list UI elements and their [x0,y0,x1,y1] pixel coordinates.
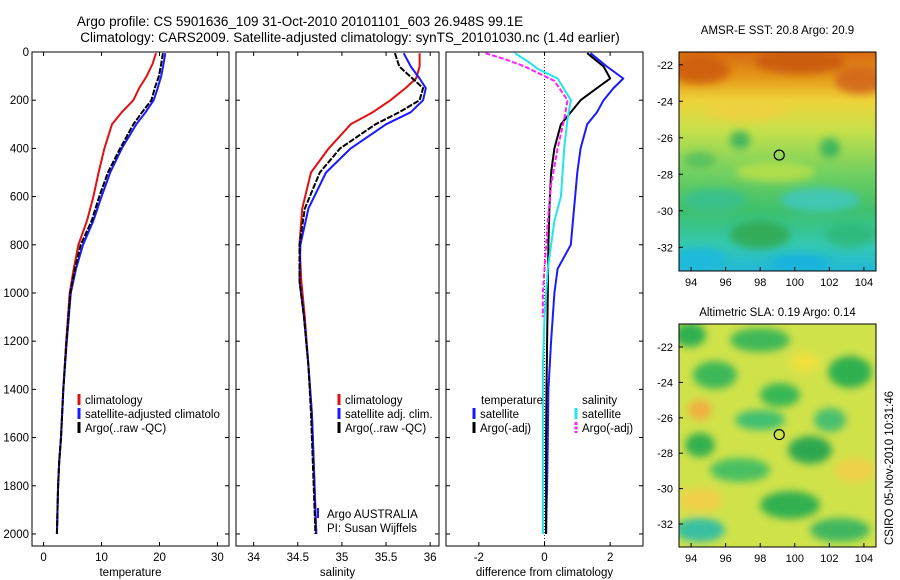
x-tick-label: 98 [754,277,766,289]
x-tick-label: 2 [607,552,613,564]
legend-label: climatology [345,395,403,407]
y-tick-label: -24 [657,96,673,108]
legend-item: Argo(-adj) [574,422,633,435]
series-salinity-argo-adj- [485,52,569,318]
x-axis-label: salinity [320,567,355,579]
x-tick-label: 10 [95,552,108,564]
series-temperature-argo-adj- [545,52,612,534]
salinity-panel: 34 34.5 35 35.5 36 salinity [235,51,440,579]
x-axis-label: temperature [99,567,161,579]
legend-label: Argo(..raw -QC) [345,423,426,435]
y-tick-label: -28 [657,448,673,460]
legend-label: climatology [85,395,143,407]
y-tick-label: -28 [657,169,673,181]
series-salinity-satellite [514,52,572,534]
legend-item: satellite adj. clim. [337,408,433,421]
legend-item: satellite [574,408,621,421]
salinity-panel-frame [235,51,440,547]
figure-title-line1: Argo profile: CS 5901636_109 31-Oct-2010… [76,14,524,29]
y-tick-label: 600 [10,192,29,204]
legend-label: Argo(..raw -QC) [85,423,166,435]
legend-label: satellite-adjusted climatolo [85,409,220,421]
legend-item: climatology [337,394,403,407]
legend-label: Argo(-adj) [582,423,633,435]
series-temperature-satellite [545,52,625,535]
y-tick-label: -26 [657,413,673,425]
y-tick-label: 1400 [3,384,29,396]
x-tick-label: 20 [153,552,166,564]
y-tick-label: -32 [657,519,673,531]
x-tick-label: 30 [211,552,224,564]
legend-item: satellite [472,408,519,421]
altimetric-sla-map-frame [678,323,877,548]
amsre-sst-map-title: AMSR-E SST: 20.8 Argo: 20.9 [701,25,854,37]
x-tick-label: 34 [247,552,260,564]
legend-item: satellite-adjusted climatolo [77,408,220,421]
annotation-pi: PI: Susan Wijffels [327,523,417,535]
y-tick-label: 1800 [3,481,29,493]
x-tick-label: 36 [424,552,437,564]
y-tick-label: -22 [657,342,673,354]
y-tick-label: 1200 [3,336,29,348]
argo-position-marker [773,149,785,161]
x-tick-label: 100 [786,553,804,565]
credit-label: CSIRO 05-Nov-2010 10:31:46 [884,391,896,545]
legend-label: satellite adj. clim. [345,409,433,421]
legend-label: satellite [480,409,519,421]
altimetric-sla-map-axes: Altimetric SLA: 0.19 Argo: 0.14 94 96 98 100… [657,307,877,565]
y-tick-label: 400 [10,143,29,155]
x-tick-label: 34.5 [287,552,309,564]
legend-item: Argo(-adj) [472,422,531,435]
x-tick-label: 94 [685,553,697,565]
altimetric-sla-map-title: Altimetric SLA: 0.19 Argo: 0.14 [699,307,856,319]
x-tick-label: 96 [720,553,732,565]
x-tick-label: 94 [685,277,697,289]
figure-title-line2: Climatology: CARS2009. Satellite-adjuste… [80,30,620,45]
y-tick-label: -24 [657,377,673,389]
argo-position-marker [773,428,785,441]
x-tick-label: 35.5 [375,552,397,564]
legend-item: Argo(..raw -QC) [337,422,426,435]
x-tick-label: 104 [855,277,873,289]
y-tick-label: 1000 [3,288,29,300]
sst-map [679,52,876,271]
series-argo-raw-qc- [298,52,425,535]
sla-map [679,324,876,547]
legend-label: Argo(-adj) [480,423,531,435]
x-axis-label: difference from climatology [476,567,613,579]
y-tick-label: 2000 [3,529,29,541]
legend-label: satellite [582,409,621,421]
y-tick-label: 200 [10,95,29,107]
y-tick-label: -30 [657,206,673,218]
y-tick-label: 0 [23,47,29,59]
x-tick-label: 100 [786,277,804,289]
difference-panel: -2 0 2 difference from climatology [445,51,644,579]
annotation-argo-australia: Argo AUSTRALIA [327,509,418,521]
y-tick-label: 1600 [3,433,29,445]
y-tick-label: -22 [657,60,673,72]
amsre-sst-map-frame [678,51,877,272]
x-tick-label: 0 [40,552,46,564]
x-tick-label: 96 [720,277,732,289]
y-tick-label: -32 [657,242,673,254]
x-tick-label: 98 [754,553,766,565]
x-tick-label: 0 [541,552,547,564]
legend-item: Argo(..raw -QC) [77,422,166,435]
temperature-panel: 0 200 400 600 800 1000 1200 1400 1600 1800 2000 0 10… [3,47,230,579]
x-tick-label: 104 [855,553,873,565]
legend-title-temperature: temperature [481,395,543,407]
x-tick-label: 102 [820,277,838,289]
amsre-sst-map-axes: AMSR-E SST: 20.8 Argo: 20.9 94 96 98 100 102 1… [657,25,877,289]
series-argo-raw-qc- [55,53,164,535]
x-tick-label: -2 [474,552,484,564]
x-tick-label: 102 [820,553,838,565]
temperature-panel-frame [31,51,230,547]
x-tick-label: 35 [336,552,349,564]
y-tick-label: 800 [10,240,29,252]
y-tick-label: -30 [657,484,673,496]
legend-item: climatology [77,394,143,407]
legend-title-salinity: salinity [582,395,617,407]
y-tick-label: -26 [657,133,673,145]
